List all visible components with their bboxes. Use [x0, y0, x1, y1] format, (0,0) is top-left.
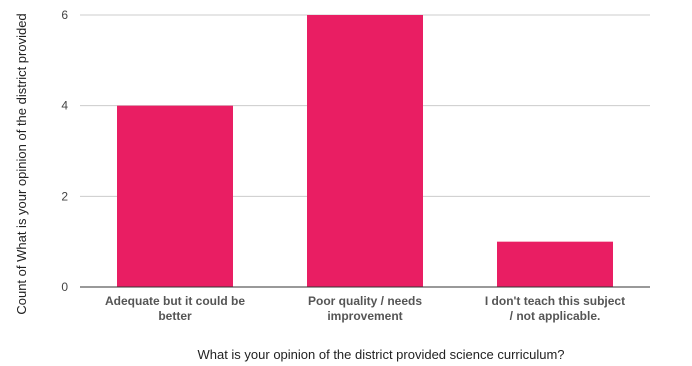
- y-tick-label-1: 2: [61, 189, 68, 203]
- bars: [117, 15, 613, 288]
- category-label-2: I don't teach this subject / not applicab…: [485, 294, 625, 323]
- y-axis-title: Count of What is your opinion of the dis…: [14, 13, 29, 314]
- y-tick-label-0: 0: [61, 280, 68, 294]
- bar-0: [117, 105, 233, 288]
- category-labels: Adequate but it could be better Poor quali…: [105, 294, 625, 323]
- x-axis-title: What is your opinion of the district pro…: [197, 347, 564, 362]
- bar-1: [307, 15, 423, 287]
- y-tick-labels: 0 2 4 6: [61, 8, 68, 294]
- y-tick-label-2: 4: [61, 99, 68, 113]
- y-tick-label-3: 6: [61, 8, 68, 22]
- category-label-0: Adequate but it could be better: [105, 294, 245, 323]
- bar-2: [497, 241, 613, 287]
- category-label-1: Poor quality / needs improvement: [308, 294, 422, 323]
